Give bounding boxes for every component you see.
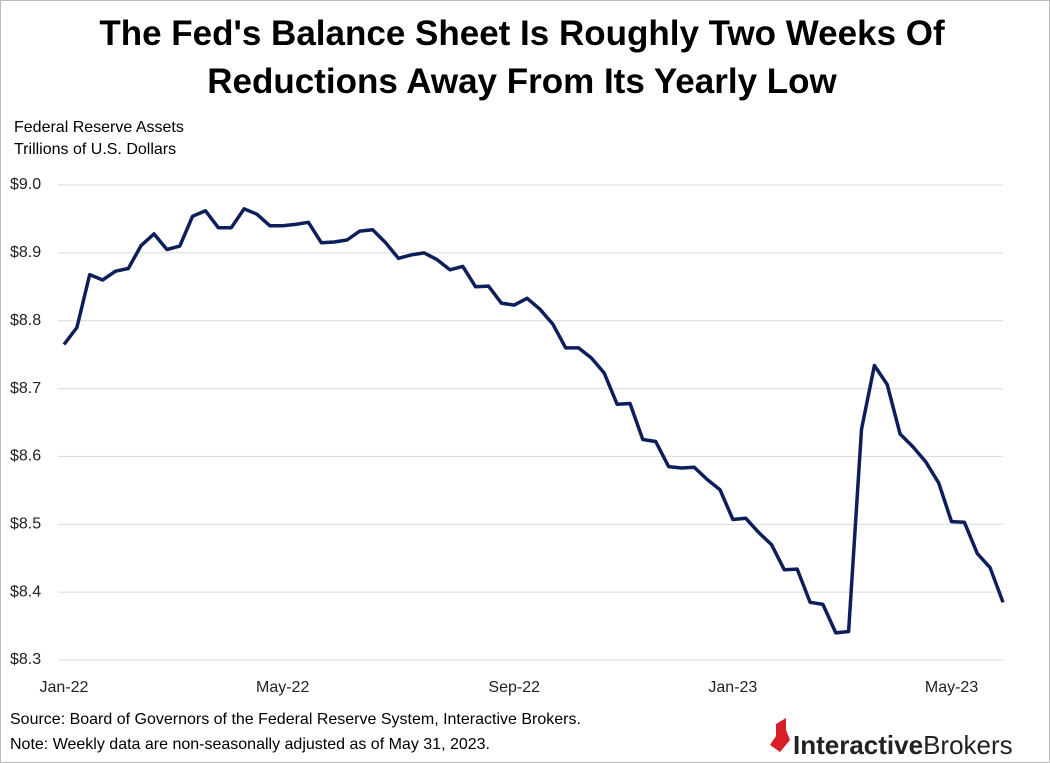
logo: InteractiveBrokers [793, 730, 1013, 760]
y-tick-label: $8.5 [10, 516, 41, 533]
chart-title: The Fed's Balance Sheet Is Roughly Two W… [99, 14, 945, 53]
x-tick-label: May-22 [256, 679, 309, 696]
y-tick-label: $8.8 [10, 312, 41, 329]
y-tick-label: $8.6 [10, 448, 41, 465]
footnote: Note: Weekly data are non-seasonally adj… [10, 736, 490, 753]
x-tick-label: Jan-22 [40, 679, 89, 696]
x-tick-label: Jan-23 [708, 679, 757, 696]
x-tick-label: May-23 [925, 679, 978, 696]
y-tick-label: $8.4 [10, 583, 41, 600]
x-tick-label: Sep-22 [488, 679, 540, 696]
y-tick-label: $8.7 [10, 380, 41, 397]
y-tick-label: $8.3 [10, 651, 41, 668]
source-note: Source: Board of Governors of the Federa… [10, 711, 581, 728]
y-tick-label: $8.9 [10, 244, 41, 261]
logo-icon [770, 718, 790, 752]
y-tick-label: $9.0 [10, 176, 41, 193]
y-axis-label: Trillions of U.S. Dollars [14, 141, 176, 158]
chart-title: Reductions Away From Its Yearly Low [207, 62, 837, 101]
y-axis-label: Federal Reserve Assets [14, 119, 184, 136]
logo-part: Interactive [793, 730, 923, 760]
data-line [62, 207, 1005, 635]
logo-part: Brokers [923, 730, 1013, 760]
